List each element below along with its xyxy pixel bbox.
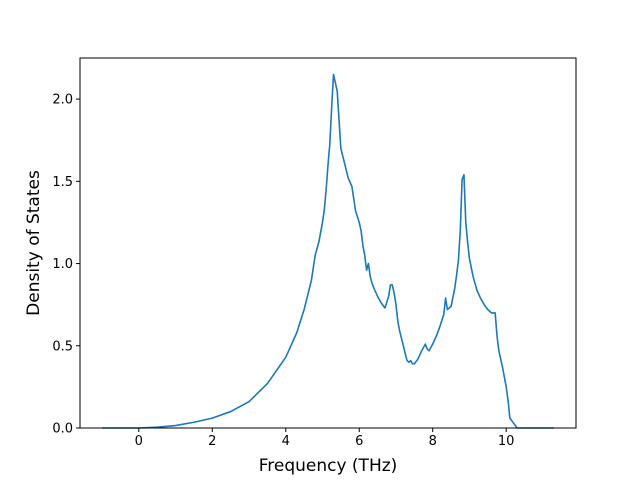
x-axis-label: Frequency (THz) — [259, 456, 398, 476]
x-tick-label: 8 — [429, 434, 437, 449]
x-tick-label: 0 — [135, 434, 143, 449]
y-axis-label: Density of States — [24, 170, 44, 316]
y-tick-label: 2.0 — [52, 93, 73, 108]
y-tick-label: 1.0 — [52, 257, 73, 272]
y-tick-label: 0.5 — [52, 339, 73, 354]
plot-area — [80, 58, 576, 428]
x-tick-label: 6 — [355, 434, 363, 449]
y-tick-label: 0.0 — [52, 422, 73, 437]
ticks-layer: 0 2 4 6 8 10 0.0 0.5 1.0 1.5 2.0 — [52, 93, 514, 449]
x-tick-label: 10 — [498, 434, 515, 449]
y-tick-label: 1.5 — [52, 175, 73, 190]
dos-series-line — [102, 73, 554, 429]
x-tick-label: 2 — [208, 434, 216, 449]
plot-border — [79, 57, 577, 429]
x-tick-label: 4 — [282, 434, 290, 449]
series-layer — [102, 73, 554, 429]
